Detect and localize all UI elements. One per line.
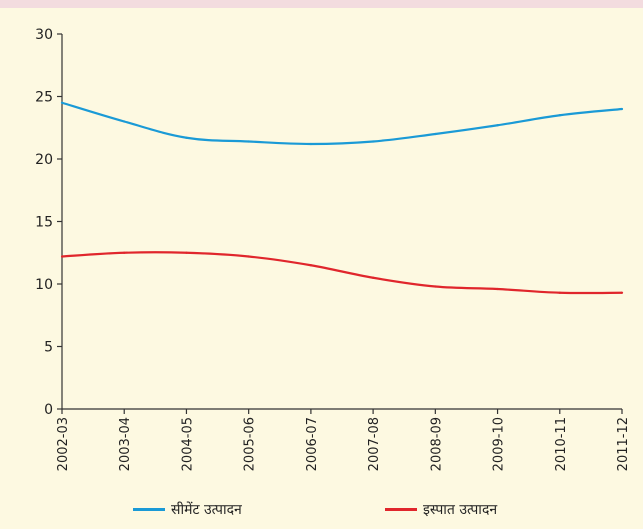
x-tick-label-1: 2003-04 <box>118 417 133 471</box>
x-tick-label-7: 2009-10 <box>492 417 507 471</box>
series-1-point-8 <box>558 291 561 294</box>
x-tick-label-6: 2008-09 <box>429 417 444 471</box>
series-1-point-5 <box>372 276 375 279</box>
x-tick-label-8: 2010-11 <box>554 417 569 471</box>
series-1-point-0 <box>60 255 64 258</box>
top-band <box>0 0 643 8</box>
series-0-point-6 <box>434 132 437 136</box>
x-tick-label-3: 2005-06 <box>243 417 258 471</box>
series-0-point-4 <box>309 142 312 146</box>
legend-swatch-cement <box>133 508 165 511</box>
chart-axes: 0 5 10 15 20 25 30 2002-03 2003-04 2004-05 2005-06… <box>35 27 631 471</box>
series-1-point-3 <box>247 255 250 258</box>
y-tick-label-1: 5 <box>44 340 53 356</box>
y-tick-label-5: 25 <box>35 90 53 106</box>
series-1-point-1 <box>123 251 126 254</box>
series-0-point-5 <box>372 140 375 143</box>
series-1-point-6 <box>434 285 437 288</box>
series-0-point-7 <box>496 124 499 127</box>
y-tick-label-0: 0 <box>44 402 53 418</box>
y-tick-label-3: 15 <box>35 215 53 231</box>
series-0-point-8 <box>558 114 561 117</box>
x-tick-label-9: 2011-12 <box>616 417 631 471</box>
legend-label-steel: इस्पात उत्पादन <box>423 502 498 518</box>
x-tick-label-5: 2007-08 <box>367 417 382 471</box>
series-1-point-9 <box>620 291 624 294</box>
x-tick-label-2: 2004-05 <box>180 417 195 471</box>
series-line-0 <box>61 101 623 146</box>
series-0-point-0 <box>60 101 64 104</box>
x-tick-label-0: 2002-03 <box>56 417 71 471</box>
series-0-point-1 <box>123 120 126 123</box>
y-tick-label-2: 10 <box>35 277 53 293</box>
series-0-point-3 <box>247 140 250 143</box>
legend-swatch-steel <box>385 508 417 511</box>
legend-label-cement: सीमेंट उत्पादन <box>171 502 242 518</box>
series-1-point-4 <box>309 264 312 267</box>
legend-item-steel: इस्पात उत्पादन <box>385 500 497 519</box>
series-0-point-2 <box>185 136 188 139</box>
y-tick-label-4: 20 <box>35 152 53 168</box>
x-tick-label-4: 2006-07 <box>305 417 320 471</box>
chart-legend: सीमेंट उत्पादन इस्पात उत्पादन <box>0 500 643 522</box>
legend-item-cement: सीमेंट उत्पादन <box>133 500 242 519</box>
series-line-1 <box>61 251 623 295</box>
series-1-point-7 <box>496 287 499 291</box>
series-1-point-2 <box>185 251 188 254</box>
series-0-point-9 <box>620 107 624 111</box>
chart-series <box>60 101 624 295</box>
y-tick-label-6: 30 <box>35 27 53 43</box>
